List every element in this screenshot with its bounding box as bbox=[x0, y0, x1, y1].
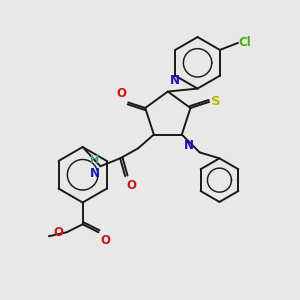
Text: N: N bbox=[90, 167, 100, 180]
Text: H: H bbox=[90, 155, 99, 165]
Text: N: N bbox=[170, 74, 180, 87]
Text: O: O bbox=[126, 179, 136, 192]
Text: O: O bbox=[54, 226, 64, 239]
Text: S: S bbox=[211, 95, 221, 108]
Text: N: N bbox=[184, 139, 194, 152]
Text: O: O bbox=[116, 88, 126, 100]
Text: Cl: Cl bbox=[239, 37, 251, 50]
Text: O: O bbox=[100, 234, 110, 247]
